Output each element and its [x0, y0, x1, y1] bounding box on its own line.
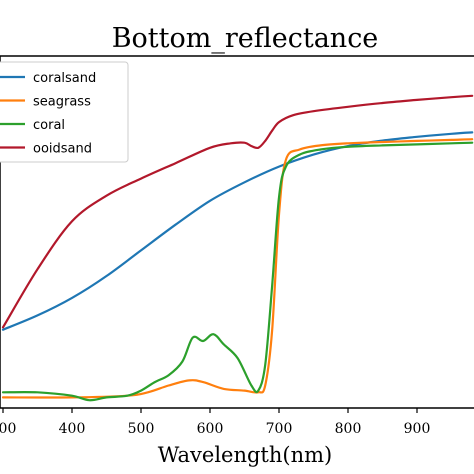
x-tick-label: 900 — [404, 421, 431, 437]
chart-title: Bottom_reflectance — [112, 23, 379, 54]
legend-label-ooidsand: ooidsand — [33, 142, 92, 157]
x-tick-label: 300 — [0, 421, 16, 437]
x-tick-label: 500 — [128, 421, 155, 437]
x-tick-label: 600 — [197, 421, 224, 437]
plot-frame — [0, 55, 474, 409]
x-tick-label: 400 — [59, 421, 86, 437]
series-line-seagrass — [1, 138, 474, 399]
legend-label-coralsand: coralsand — [33, 71, 96, 86]
series-line-coral — [1, 141, 474, 402]
series-line-ooidsand — [1, 94, 474, 329]
x-axis-ticks: 300 400 500 600 700 800 900 — [0, 408, 430, 437]
legend-label-seagrass: seagrass — [33, 95, 91, 110]
x-axis-label: Wavelength(nm) — [158, 443, 332, 467]
legend: coralsand seagrass coral ooidsand — [0, 61, 129, 163]
series-line-coralsand — [1, 131, 474, 331]
series-layer — [1, 94, 474, 402]
legend-label-coral: coral — [33, 118, 65, 133]
legend-box — [0, 61, 129, 163]
x-tick-label: 800 — [335, 421, 362, 437]
x-tick-label: 700 — [266, 421, 293, 437]
